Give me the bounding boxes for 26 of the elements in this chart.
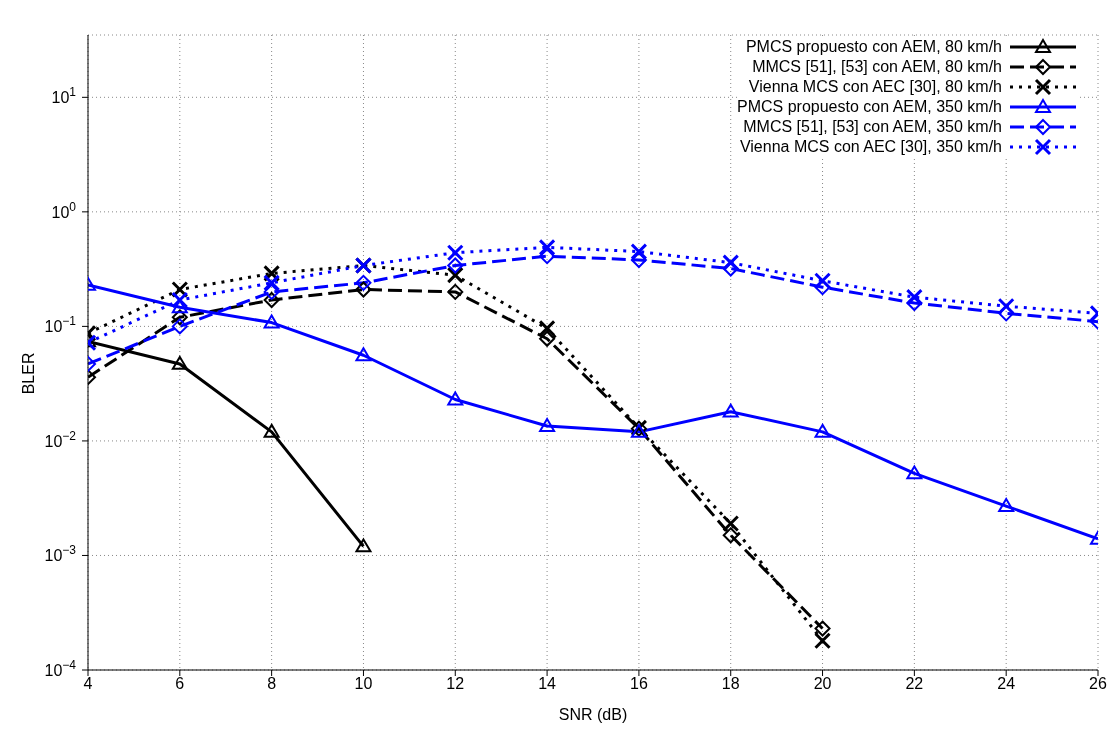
x-tick-label: 24 [997, 675, 1016, 693]
y-tick-label: 10$^{−3}$ [44, 543, 77, 565]
x-tick-label: 18 [721, 675, 740, 693]
legend-label: MMCS [51], [53] con AEM, 80 km/h [752, 57, 1002, 77]
x-tick-label: 26 [1089, 675, 1107, 693]
legend-label: Vienna MCS con AEC [30], 80 km/h [748, 77, 1002, 97]
legend-label: PMCS propuesto con AEM, 80 km/h [745, 37, 1002, 57]
x-axis-title: SNR (dB) [558, 706, 628, 723]
x-tick-label: 12 [446, 675, 465, 693]
legend-label: MMCS [51], [53] con AEM, 350 km/h [743, 117, 1002, 137]
x-tick-label: 14 [538, 675, 557, 693]
legend-label: PMCS propuesto con AEM, 350 km/h [736, 97, 1002, 117]
y-tick-label: 10$^{−2}$ [44, 428, 77, 450]
y-axis-title: BLER [19, 352, 37, 395]
x-tick-label: 8 [267, 675, 277, 693]
x-tick-label: 22 [905, 675, 924, 693]
y-tick-label: 10$^{−4}$ [44, 658, 77, 679]
legend-label: Vienna MCS con AEC [30], 350 km/h [739, 137, 1002, 157]
x-tick-label: 20 [813, 675, 832, 693]
x-tick-label: 16 [630, 675, 648, 693]
x-tick-label: 6 [175, 675, 185, 693]
y-tick-label: 10$^{0}$ [51, 199, 77, 221]
y-tick-label: 10$^{1}$ [51, 85, 77, 107]
x-tick-label: 4 [83, 675, 93, 693]
y-tick-label: 10$^{−1}$ [44, 314, 77, 336]
x-tick-label: 10 [354, 675, 373, 693]
